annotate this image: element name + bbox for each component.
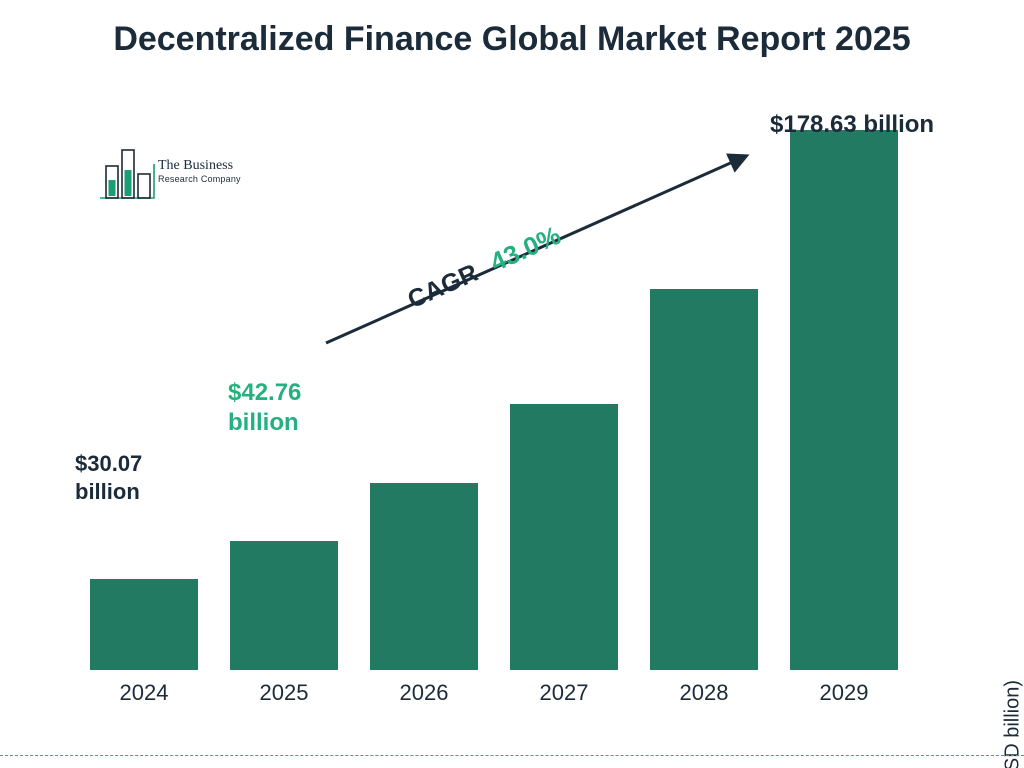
bar-2025 bbox=[230, 541, 338, 670]
bar-2028 bbox=[650, 289, 758, 670]
bar-chart bbox=[90, 130, 920, 670]
bar-2026 bbox=[370, 483, 478, 670]
bottom-divider bbox=[0, 755, 1024, 756]
x-tick-2025: 2025 bbox=[224, 680, 344, 706]
bar-2027 bbox=[510, 404, 618, 670]
value-label-2: $178.63 billion bbox=[770, 110, 934, 140]
chart-title: Decentralized Finance Global Market Repo… bbox=[0, 18, 1024, 61]
chart-container: Decentralized Finance Global Market Repo… bbox=[0, 0, 1024, 768]
x-tick-2029: 2029 bbox=[784, 680, 904, 706]
bar-2029 bbox=[790, 130, 898, 670]
bar-2024 bbox=[90, 579, 198, 670]
x-tick-2027: 2027 bbox=[504, 680, 624, 706]
value-label-0: $30.07billion bbox=[75, 450, 142, 505]
x-tick-2026: 2026 bbox=[364, 680, 484, 706]
x-tick-2028: 2028 bbox=[644, 680, 764, 706]
value-label-1: $42.76billion bbox=[228, 378, 301, 438]
x-tick-2024: 2024 bbox=[84, 680, 204, 706]
